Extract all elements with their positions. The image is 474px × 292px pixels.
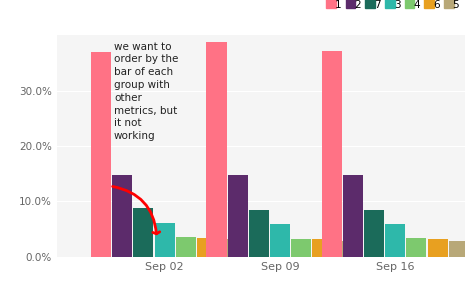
Bar <box>364 210 384 257</box>
Bar <box>312 239 332 257</box>
Legend: 1, 2, 7, 3, 4, 6, 5: 1, 2, 7, 3, 4, 6, 5 <box>326 0 459 10</box>
Bar <box>133 208 154 257</box>
Bar <box>270 224 290 257</box>
Bar <box>207 42 227 257</box>
Bar <box>176 237 196 257</box>
Bar <box>428 239 447 257</box>
Bar <box>112 175 132 257</box>
Bar <box>406 238 427 257</box>
Bar <box>249 210 269 257</box>
Bar <box>322 51 342 257</box>
Bar <box>91 52 111 257</box>
Bar <box>218 239 238 257</box>
Bar <box>228 175 248 257</box>
Bar <box>449 241 469 257</box>
Text: we want to
order by the
bar of each
group with
other
metrics, but
it not
working: we want to order by the bar of each grou… <box>114 42 178 141</box>
Bar <box>291 239 311 257</box>
Bar <box>343 175 363 257</box>
Bar <box>333 241 354 257</box>
Bar <box>385 224 405 257</box>
Bar <box>197 238 217 257</box>
Bar <box>155 223 174 257</box>
